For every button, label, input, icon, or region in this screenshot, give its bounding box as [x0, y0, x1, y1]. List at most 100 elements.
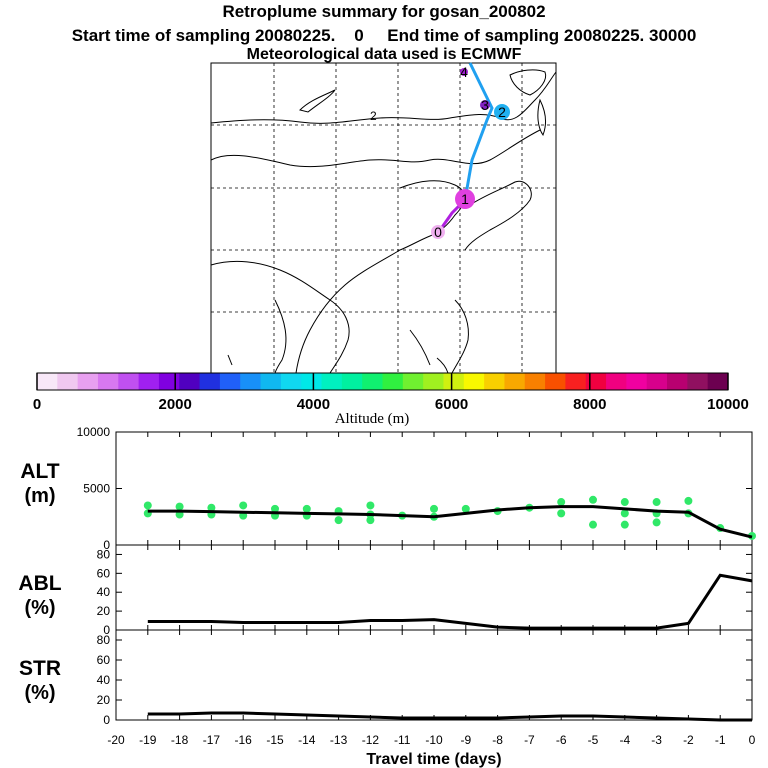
map-point-label: 1 — [461, 191, 469, 207]
colorbar-cell — [524, 373, 546, 390]
colorbar-cell — [158, 373, 180, 390]
colorbar-cell — [687, 373, 709, 390]
cluster-point — [461, 504, 470, 513]
x-axis-label: Travel time (days) — [366, 751, 501, 768]
colorbar-cell — [301, 373, 323, 390]
x-tick-label: -6 — [556, 733, 567, 747]
cluster-point — [207, 503, 216, 512]
colorbar-cell — [626, 373, 648, 390]
colorbar-cell — [667, 373, 688, 390]
x-tick-label: -14 — [298, 733, 316, 747]
cluster-point — [557, 509, 566, 518]
alt-frame — [115, 431, 753, 546]
map-point-4 — [460, 68, 468, 76]
contour-label: 2 — [370, 109, 377, 123]
str-ylabel: (%) — [24, 682, 55, 704]
colorbar-tick-label: 10000 — [707, 396, 749, 413]
colorbar-cell — [545, 373, 566, 390]
cluster-point — [652, 518, 661, 527]
y-tick-label: 0 — [103, 713, 110, 727]
x-tick-label: -4 — [619, 733, 630, 747]
colorbar-cell — [565, 373, 587, 390]
cluster-point — [143, 501, 152, 510]
y-tick-label: 0 — [103, 538, 110, 552]
colorbar-cell — [97, 373, 119, 390]
abl-ylabel: ABL — [18, 572, 61, 595]
str-series-line — [147, 711, 752, 722]
colorbar-cell — [37, 373, 58, 390]
colorbar-cell — [57, 373, 79, 390]
colorbar-cell — [382, 373, 404, 390]
map-point-label: 2 — [498, 104, 506, 120]
colorbar-cell — [77, 373, 99, 390]
y-tick-label: 80 — [97, 633, 111, 647]
cluster-point — [239, 501, 248, 510]
cluster-point — [175, 502, 184, 511]
x-tick-label: -20 — [107, 733, 125, 747]
x-tick-label: -18 — [171, 733, 189, 747]
cluster-point — [620, 509, 629, 518]
abl-series-line — [147, 573, 753, 630]
abl-ylabel: (%) — [24, 597, 55, 619]
colorbar-cell — [321, 373, 343, 390]
x-tick-label: -16 — [235, 733, 253, 747]
plume-path-blue — [463, 62, 494, 201]
colorbar-cell — [219, 373, 241, 390]
map-point-2 — [494, 104, 510, 120]
x-tick-label: 0 — [749, 733, 756, 747]
x-tick-label: -7 — [524, 733, 535, 747]
y-tick-label: 20 — [97, 693, 111, 707]
colorbar-label: Altitude (m) — [335, 411, 410, 427]
colorbar-cell — [341, 373, 363, 390]
colorbar-cell — [423, 373, 444, 390]
y-tick-label: 80 — [97, 547, 111, 561]
cluster-point — [557, 498, 566, 507]
map-point-0 — [431, 225, 445, 239]
colorbar-tick-label: 0 — [33, 396, 41, 413]
sampling-info: Start time of sampling 20080225. 0 End t… — [71, 26, 697, 45]
colorbar-tick-label: 6000 — [435, 396, 468, 413]
x-tick-label: -1 — [715, 733, 726, 747]
map-grid — [211, 63, 556, 373]
colorbar-cell — [118, 373, 140, 390]
cluster-point — [334, 516, 343, 525]
colorbar-cell — [585, 373, 607, 390]
colorbar-cells — [37, 373, 729, 390]
alt-panel: 0 5000 10000 ALT(m) — [20, 425, 756, 552]
str-ylabel: STR — [19, 657, 61, 680]
colorbar-cell — [179, 373, 201, 390]
map-point-3 — [480, 100, 490, 110]
x-tick-label: -3 — [651, 733, 662, 747]
map-point-label: 0 — [434, 224, 442, 240]
cluster-point — [620, 520, 629, 529]
x-tick-label: -19 — [139, 733, 157, 747]
cluster-point — [302, 504, 311, 513]
y-tick-label: 10000 — [77, 425, 111, 439]
cluster-point — [620, 498, 629, 507]
colorbar-tick-label: 4000 — [297, 396, 330, 413]
map-point-label: 3 — [481, 97, 489, 113]
colorbar-cell — [138, 373, 160, 390]
abl-frame — [115, 544, 753, 631]
x-tick-label: -17 — [203, 733, 221, 747]
colorbar-ticks: 0 2000 4000 6000 8000 10000 — [33, 373, 749, 413]
colorbar-cell — [199, 373, 221, 390]
x-tick-label: -2 — [683, 733, 694, 747]
alt-ylabel: ALT — [20, 460, 59, 483]
colorbar-cell — [484, 373, 505, 390]
colorbar-cell — [260, 373, 282, 390]
x-tick-label: -15 — [266, 733, 284, 747]
cluster-point — [430, 504, 438, 513]
x-tick-label: -9 — [460, 733, 471, 747]
alt-series-line — [147, 505, 753, 539]
cluster-point — [366, 516, 375, 525]
alt-ylabel: (m) — [24, 485, 55, 507]
colorbar-cell — [240, 373, 262, 390]
str-frame — [115, 629, 753, 721]
cluster-point — [684, 496, 693, 505]
colorbar-tick-label: 2000 — [159, 396, 192, 413]
time-series-panels: 0500010000ALT(m)020406080ABL(%)020406080… — [18, 425, 756, 768]
colorbar-tick-label: 8000 — [573, 396, 606, 413]
y-tick-label: 20 — [97, 604, 111, 618]
